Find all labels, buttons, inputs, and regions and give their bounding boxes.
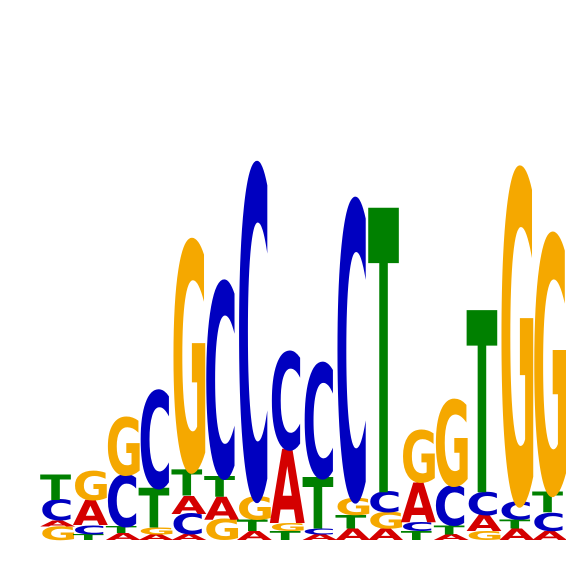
logo-letter-a: A xyxy=(40,519,76,528)
logo-letter-t: T xyxy=(368,130,399,566)
logo-letter-g: G xyxy=(532,168,566,566)
logo-letter-g: G xyxy=(270,521,307,534)
logo-letter-t: T xyxy=(499,517,530,532)
logo-letter-c: C xyxy=(335,123,368,566)
logo-letter-a: A xyxy=(401,471,436,535)
logo-letter-a: A xyxy=(171,491,207,520)
logo-letter-t: T xyxy=(532,487,563,520)
logo-letter-a: A xyxy=(237,528,272,543)
logo-letter-c: C xyxy=(270,327,303,481)
logo-letter-t: T xyxy=(466,261,497,552)
logo-letter-c: C xyxy=(40,495,73,528)
logo-letter-g: G xyxy=(499,81,536,566)
logo-letter-c: C xyxy=(302,334,335,516)
logo-letter-a: A xyxy=(466,511,502,536)
logo-letter-g: G xyxy=(106,404,143,494)
logo-letter-t: T xyxy=(73,533,105,542)
logo-letter-a: A xyxy=(335,526,371,544)
logo-letter-a: A xyxy=(499,526,535,544)
logo-letter-g: G xyxy=(73,465,110,510)
logo-letter-g: G xyxy=(434,377,471,513)
logo-letter-c: C xyxy=(434,474,467,538)
logo-letter-c: C xyxy=(237,76,270,566)
logo-letter-t: T xyxy=(237,517,269,535)
logo-letter-g: G xyxy=(368,509,405,534)
logo-letter-g: G xyxy=(335,493,372,521)
logo-letter-a: A xyxy=(73,494,109,534)
logo-letter-t: T xyxy=(434,523,465,538)
logo-letter-g: G xyxy=(237,492,274,528)
logo-letter-c: C xyxy=(106,461,139,543)
logo-letter-t: T xyxy=(171,462,202,504)
logo-letter-c: C xyxy=(466,487,499,523)
logo-letter-c: C xyxy=(368,487,401,520)
logo-letter-t: T xyxy=(270,528,301,543)
logo-letter-a: A xyxy=(106,531,142,542)
logo-letter-a: A xyxy=(532,528,566,543)
logo-letter-a: A xyxy=(171,533,207,542)
logo-letter-g: G xyxy=(401,417,438,499)
logo-letter-a: A xyxy=(368,526,404,544)
logo-letter-g: G xyxy=(204,514,241,547)
logo-letter-t: T xyxy=(401,528,432,543)
logo-letter-a: A xyxy=(138,533,174,542)
logo-letter-a: A xyxy=(434,533,470,542)
logo-letter-g: G xyxy=(466,528,503,543)
logo-letter-t: T xyxy=(335,512,366,534)
logo-letter-c: C xyxy=(138,366,171,520)
logo-letter-c: C xyxy=(499,496,532,525)
logo-letter-t: T xyxy=(138,476,170,540)
logo-letter-t: T xyxy=(106,524,138,535)
logo-letter-c: C xyxy=(204,230,237,539)
logo-letter-t: T xyxy=(302,463,334,545)
logo-letter-a: A xyxy=(204,492,240,528)
logo-letter-c: C xyxy=(73,523,106,538)
logo-letter-g: G xyxy=(171,180,208,544)
logo-letter-g: G xyxy=(40,523,77,545)
logo-letter-a: A xyxy=(270,429,305,548)
logo-letter-a: A xyxy=(302,533,338,542)
logo-letter-c: C xyxy=(302,527,335,536)
logo-letter-c: C xyxy=(532,508,565,537)
logo-letter-g: G xyxy=(138,525,175,536)
logo-letter-t: T xyxy=(40,469,72,509)
logo-letter-c: C xyxy=(171,508,204,541)
logo-letter-t: T xyxy=(204,471,235,504)
logo-letter-c: C xyxy=(401,519,434,534)
